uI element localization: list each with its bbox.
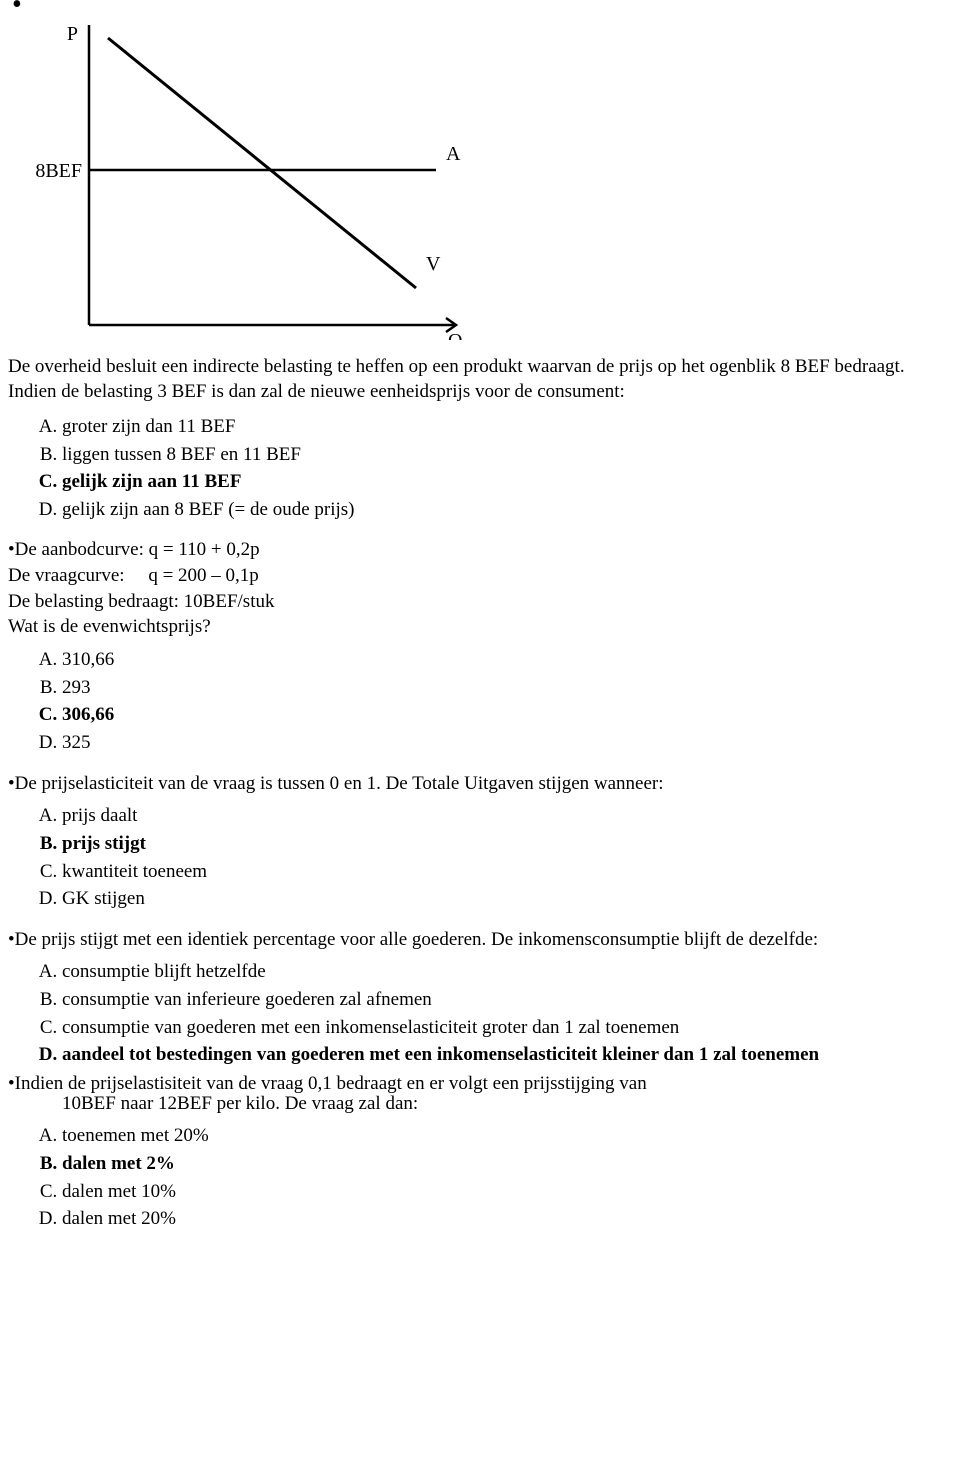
q5-opt-c: dalen met 10% [62,1178,952,1206]
q2-opt-a: 310,66 [62,646,952,674]
q5-opt-d: dalen met 20% [62,1205,952,1233]
q5-opt-a: toenemen met 20% [62,1122,952,1150]
q3-opt-c: kwantiteit toeneem [62,858,952,886]
q1-options: groter zijn dan 11 BEF liggen tussen 8 B… [34,413,952,524]
q4-text: •De prijs stijgt met een identiek percen… [8,927,952,953]
q1-opt-a: groter zijn dan 11 BEF [62,413,952,441]
q4-opt-b: consumptie van inferieure goederen zal a… [62,986,952,1014]
q3-options: prijs daalt prijs stijgt kwantiteit toen… [34,802,952,913]
q4-options: consumptie blijft hetzelfde consumptie v… [34,958,952,1069]
demand-line-label: V [426,253,441,275]
q3-opt-a: prijs daalt [62,802,952,830]
q1-opt-b: liggen tussen 8 BEF en 11 BEF [62,441,952,469]
y-tick-label: 8BEF [36,160,82,182]
q1-opt-c: gelijk zijn aan 11 BEF [62,468,952,496]
q2-options: 310,66 293 306,66 325 [34,646,952,757]
q1-opt-d: gelijk zijn aan 8 BEF (= de oude prijs) [62,496,952,524]
q4-opt-c: consumptie van goederen met een inkomens… [62,1014,952,1042]
chart-svg: P 8BEF A V Q [36,10,466,340]
x-axis-label: Q [448,330,463,340]
q3-opt-b: prijs stijgt [62,830,952,858]
q2-line4: Wat is de evenwichtsprijs? [8,614,952,640]
q5-options: toenemen met 20% dalen met 2% dalen met … [34,1122,952,1233]
q2-line2: De vraagcurve: q = 200 – 0,1p [8,563,952,589]
q4-opt-d: aandeel tot bestedingen van goederen met… [62,1041,952,1069]
q3-opt-d: GK stijgen [62,885,952,913]
supply-demand-chart: P 8BEF A V Q [36,10,952,348]
q2-opt-b: 293 [62,674,952,702]
q4-opt-a: consumptie blijft hetzelfde [62,958,952,986]
q2-opt-c: 306,66 [62,701,952,729]
q1-text: De overheid besluit een indirecte belast… [8,354,952,405]
q2-line3: De belasting bedraagt: 10BEF/stuk [8,589,952,615]
supply-line-label: A [446,143,461,165]
q2-line1: •De aanbodcurve: q = 110 + 0,2p [8,537,952,563]
y-axis-label: P [67,23,78,45]
q2-opt-d: 325 [62,729,952,757]
q5-opt-b: dalen met 2% [62,1150,952,1178]
bullet-marker: • [8,0,952,10]
q3-text: •De prijselasticiteit van de vraag is tu… [8,771,952,797]
q2-block: •De aanbodcurve: q = 110 + 0,2p De vraag… [8,537,952,640]
